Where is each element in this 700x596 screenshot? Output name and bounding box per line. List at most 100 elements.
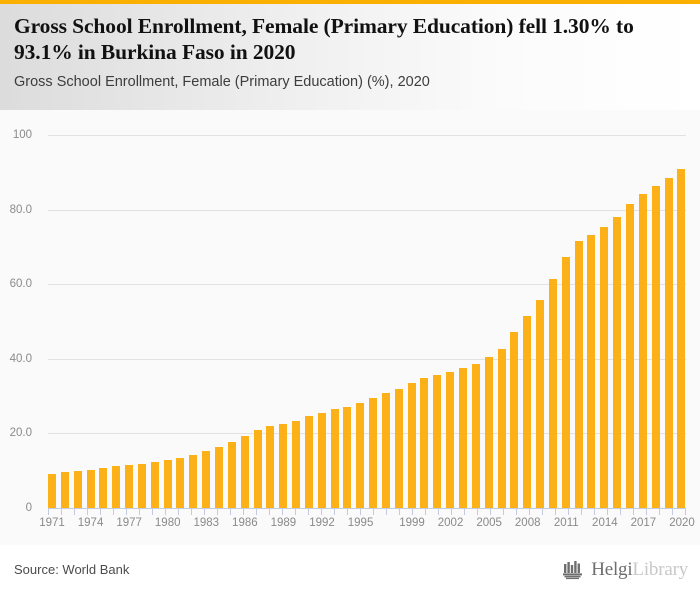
x-axis-tick: [100, 508, 101, 515]
bar[interactable]: [279, 424, 288, 508]
bar[interactable]: [125, 464, 134, 508]
gridline: [48, 358, 686, 360]
bar[interactable]: [86, 469, 95, 508]
bar[interactable]: [176, 457, 185, 508]
bar[interactable]: [369, 398, 378, 508]
x-axis-tick: [581, 508, 582, 515]
bar[interactable]: [433, 375, 442, 508]
x-axis-tick: [516, 508, 517, 515]
x-axis-tick: [295, 508, 296, 515]
bar[interactable]: [137, 464, 146, 508]
bar[interactable]: [394, 389, 403, 508]
bar[interactable]: [536, 299, 545, 508]
x-axis-tick: [607, 508, 608, 515]
bar[interactable]: [202, 451, 211, 508]
bar[interactable]: [240, 436, 249, 508]
x-axis-tick: [451, 508, 452, 515]
x-axis-tick: [178, 508, 179, 515]
x-axis-tick-label: 2011: [553, 517, 579, 529]
x-axis-tick-label: 1983: [193, 517, 220, 529]
y-axis-tick-label: 100: [12, 129, 32, 141]
bar[interactable]: [471, 364, 480, 508]
x-axis-tick: [620, 508, 621, 515]
bar[interactable]: [150, 462, 159, 508]
bar[interactable]: [613, 216, 622, 508]
x-axis-tick: [386, 508, 387, 515]
bar[interactable]: [587, 234, 596, 508]
bar[interactable]: [330, 409, 339, 508]
chart-header: Gross School Enrollment, Female (Primary…: [0, 4, 700, 110]
x-axis-tick: [282, 508, 283, 515]
x-axis-tick: [633, 508, 634, 515]
bar[interactable]: [664, 177, 673, 508]
bar[interactable]: [638, 193, 647, 508]
x-axis-tick: [74, 508, 75, 515]
x-axis-tick: [685, 508, 686, 515]
bar[interactable]: [227, 441, 236, 508]
chart-canvas: 0 20.0 40.0 60.0 80.0 100 1971 1974 1977 1980 198…: [0, 110, 700, 545]
x-axis-tick-label: 2014: [592, 517, 618, 529]
helgi-library-logo[interactable]: Helgi Library: [562, 558, 688, 582]
bar[interactable]: [574, 241, 583, 508]
bar[interactable]: [677, 168, 686, 508]
bar[interactable]: [253, 430, 262, 508]
bar[interactable]: [459, 368, 467, 508]
x-axis-tick: [672, 508, 673, 515]
x-axis-tick: [269, 508, 270, 515]
y-axis-tick-label: 80.0: [9, 203, 32, 216]
bar[interactable]: [304, 416, 313, 508]
source-note: Source: World Bank: [14, 562, 130, 577]
accent-top-rule: [0, 0, 700, 4]
x-axis-tick-label: 1995: [347, 517, 374, 529]
gridline: [48, 433, 686, 435]
bar[interactable]: [407, 382, 416, 508]
x-axis-tick: [48, 508, 49, 515]
bar[interactable]: [73, 470, 82, 508]
bar[interactable]: [48, 474, 56, 508]
bar[interactable]: [497, 348, 506, 508]
bar[interactable]: [189, 454, 198, 508]
x-axis-line: [48, 508, 686, 509]
bar[interactable]: [651, 186, 660, 508]
bar[interactable]: [510, 331, 519, 508]
page-subtitle: Gross School Enrollment, Female (Primary…: [14, 74, 430, 90]
bar[interactable]: [381, 393, 390, 508]
x-axis-tick: [425, 508, 426, 515]
x-axis-tick: [412, 508, 413, 515]
x-axis-tick: [360, 508, 361, 515]
bar[interactable]: [625, 203, 634, 508]
bar[interactable]: [523, 315, 532, 508]
x-axis-tick: [477, 508, 478, 515]
bar[interactable]: [561, 256, 570, 508]
x-axis-tick: [542, 508, 543, 515]
bar[interactable]: [292, 420, 301, 508]
x-axis-tick: [464, 508, 465, 515]
x-axis-tick-label: 1986: [232, 517, 258, 529]
helgi-library-mark-icon: [563, 561, 583, 580]
bar[interactable]: [446, 371, 455, 508]
x-axis-tick-label: 1977: [116, 517, 142, 529]
bar[interactable]: [214, 447, 223, 508]
bar[interactable]: [356, 402, 365, 508]
bar[interactable]: [600, 227, 609, 508]
x-axis-tick-label: 1971: [39, 517, 65, 529]
bar[interactable]: [317, 413, 326, 508]
bar[interactable]: [266, 426, 275, 508]
bar[interactable]: [420, 378, 429, 508]
x-axis-tick: [503, 508, 504, 515]
x-axis-tick-label: 2020: [669, 517, 695, 529]
bar[interactable]: [99, 468, 108, 508]
x-axis-tick-label: 1999: [399, 517, 425, 529]
bar[interactable]: [484, 357, 493, 508]
x-axis-tick: [308, 508, 309, 515]
bar[interactable]: [548, 278, 557, 508]
bar[interactable]: [343, 407, 352, 508]
x-axis-tick: [61, 508, 62, 515]
x-axis-tick: [243, 508, 244, 515]
bar[interactable]: [60, 472, 69, 508]
bar[interactable]: [163, 459, 172, 508]
x-axis-tick: [347, 508, 348, 515]
bar[interactable]: [112, 466, 121, 508]
gridline: [48, 209, 686, 211]
x-axis-tick: [139, 508, 140, 515]
